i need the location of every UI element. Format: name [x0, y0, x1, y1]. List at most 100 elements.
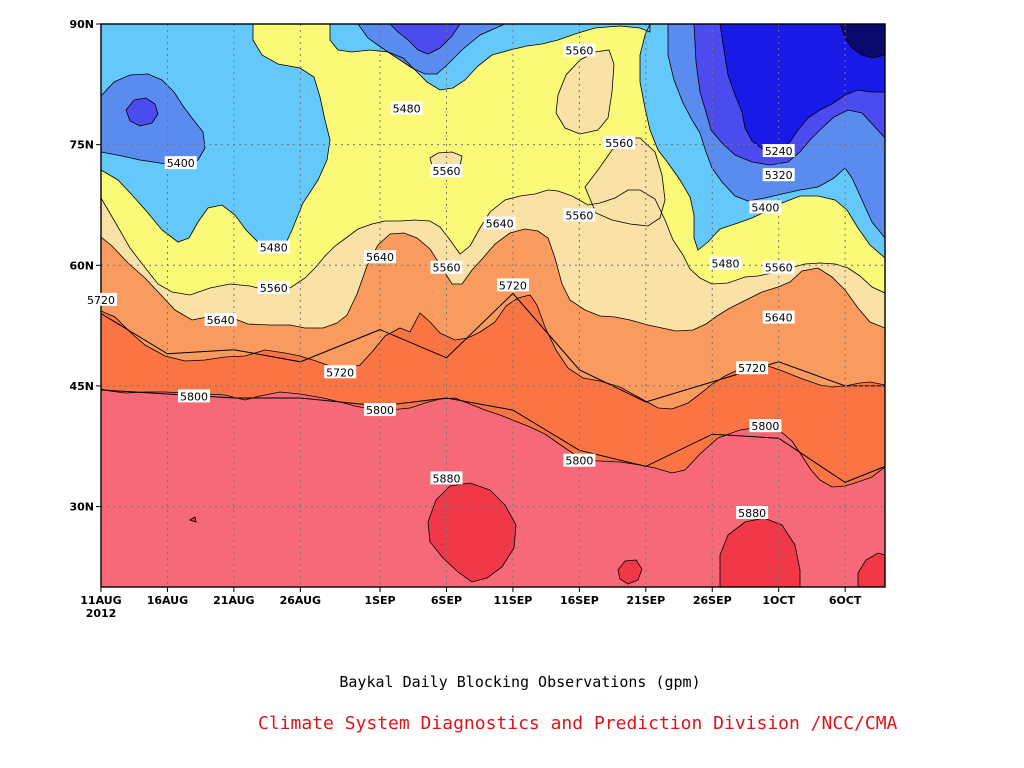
contour-label-text: 5640	[366, 251, 394, 264]
contour-label-bg	[603, 136, 636, 150]
band-deepest-outline	[839, 24, 885, 59]
contour-label-text: 5240	[765, 145, 793, 158]
x-tick-label: 21AUG	[213, 594, 254, 607]
band-5560-5640-outline	[101, 24, 885, 332]
x-tick-label: 11AUG	[80, 594, 121, 607]
contour-label-text: 5560	[432, 165, 460, 178]
contour-label-bg	[762, 310, 795, 324]
contour-label-text: 5720	[326, 366, 354, 379]
contour-label-bg	[390, 101, 423, 115]
contour-label-text: 5480	[393, 102, 421, 115]
contour-label-text: 5560	[765, 262, 793, 275]
band-5320-5400-right-outline	[667, 24, 885, 239]
axis-ticks: 11AUG 16AUG 21AUG 26AUG 1SEP 6SEP 11SEP 16SEP 21…	[69, 18, 861, 620]
contour-label-text: 5560	[565, 45, 593, 58]
band-5240-5320-top-outline	[389, 24, 461, 55]
contour-label-text: 5640	[486, 217, 514, 230]
contour-label-text: 5640	[207, 314, 235, 327]
y-tick-label: 75N	[69, 139, 94, 152]
contour-label-bg	[762, 144, 795, 158]
contour-label-bg	[496, 278, 529, 292]
contour-label: 5880	[430, 471, 463, 485]
contour-label-bg	[364, 250, 397, 264]
contour-label: 5560	[603, 136, 636, 150]
contour-label-text: 5800	[366, 404, 394, 417]
contour-label-bg	[430, 260, 463, 274]
contour-label-text: 5640	[765, 312, 793, 325]
y-tick-label: 60N	[69, 259, 94, 272]
contour-label-bg	[762, 168, 795, 182]
contour-label-bg	[563, 453, 596, 467]
contour-label-bg	[762, 260, 795, 274]
contour-label-text: 5560	[432, 262, 460, 275]
island-5880-d	[858, 553, 885, 587]
contour-label: 5560	[430, 260, 463, 275]
contour-label: 5800	[563, 453, 596, 468]
x-tick-label: 11SEP	[494, 594, 533, 607]
contour-label: 5720	[324, 365, 357, 379]
contour-label-text: 5720	[499, 279, 527, 292]
band-5240-5320-top	[390, 24, 460, 54]
island-5880-c	[618, 560, 642, 584]
contour-label-bg	[430, 471, 463, 485]
x-tick-label: 21SEP	[626, 594, 665, 607]
band-5400-5480-top-outline	[329, 24, 651, 91]
x-tick-label: 16SEP	[560, 594, 599, 607]
contour-label: 5560	[563, 43, 596, 58]
island-5560-north-outline	[555, 49, 615, 135]
contour-label-bg	[364, 403, 397, 417]
contour-label-bg	[257, 280, 290, 294]
y-tick-label: 45N	[69, 380, 94, 393]
contour-label-bg	[204, 312, 237, 326]
island-5880-a-outline	[427, 482, 517, 583]
contour-label: 5480	[257, 240, 290, 255]
contour-label: 5800	[178, 389, 211, 403]
contour-label-bg	[164, 156, 197, 170]
contour-label-text: 5400	[167, 157, 195, 170]
contour-label-bg	[563, 43, 596, 57]
contour-label: 5640	[762, 310, 795, 325]
contour-label: 5720	[736, 361, 769, 375]
band-under-5240	[720, 24, 885, 151]
contour-label-text: 5720	[738, 362, 766, 375]
x-tick-label: 1SEP	[364, 594, 395, 607]
contour-label: 5400	[749, 200, 782, 214]
band-5240-5320-left-outline	[125, 97, 159, 127]
credit-line: Climate System Diagnostics and Predictio…	[258, 713, 898, 734]
contour-label-text: 5880	[738, 507, 766, 520]
band-under-5240-outline	[719, 24, 885, 152]
contour-label-bg	[430, 164, 463, 178]
contour-label: 5560	[257, 280, 290, 295]
y-tick-label: 30N	[69, 501, 94, 514]
contour-label: 5400	[164, 156, 197, 170]
contour-label: 5880	[736, 506, 769, 520]
contour-label: 5720	[85, 292, 117, 307]
y-tick-label: 90N	[69, 18, 94, 31]
contour-label: 5720	[496, 278, 529, 292]
contour-label-text: 5800	[565, 455, 593, 468]
band-5640-5720-outline	[101, 24, 885, 410]
contour-label-text: 5720	[87, 294, 115, 307]
island-5560-center	[430, 152, 462, 168]
contour-label: 5480	[709, 256, 742, 271]
contour-label: 5320	[762, 168, 795, 182]
contour-label-text: 5560	[565, 209, 593, 222]
x-tick-label: 26AUG	[280, 594, 321, 607]
contour-label-bg	[749, 419, 782, 433]
x-tick-label: 16AUG	[147, 594, 188, 607]
contour-fill-layer	[101, 24, 885, 587]
island-5880-d-outline	[857, 552, 885, 587]
island-5880-b-outline	[719, 517, 801, 587]
grid	[101, 24, 885, 587]
island-5880-a	[428, 483, 516, 582]
contour-label-bg	[324, 365, 357, 379]
island-5560-north	[556, 50, 614, 134]
contour-label-text: 5480	[260, 242, 288, 255]
band-5720-5800-outline	[101, 24, 885, 488]
contour-label-bg	[563, 208, 596, 222]
contour-label-bg	[749, 200, 782, 214]
island-5880-b	[720, 518, 800, 587]
contour-label: 5640	[483, 216, 516, 230]
contour-label-bg	[736, 361, 769, 375]
